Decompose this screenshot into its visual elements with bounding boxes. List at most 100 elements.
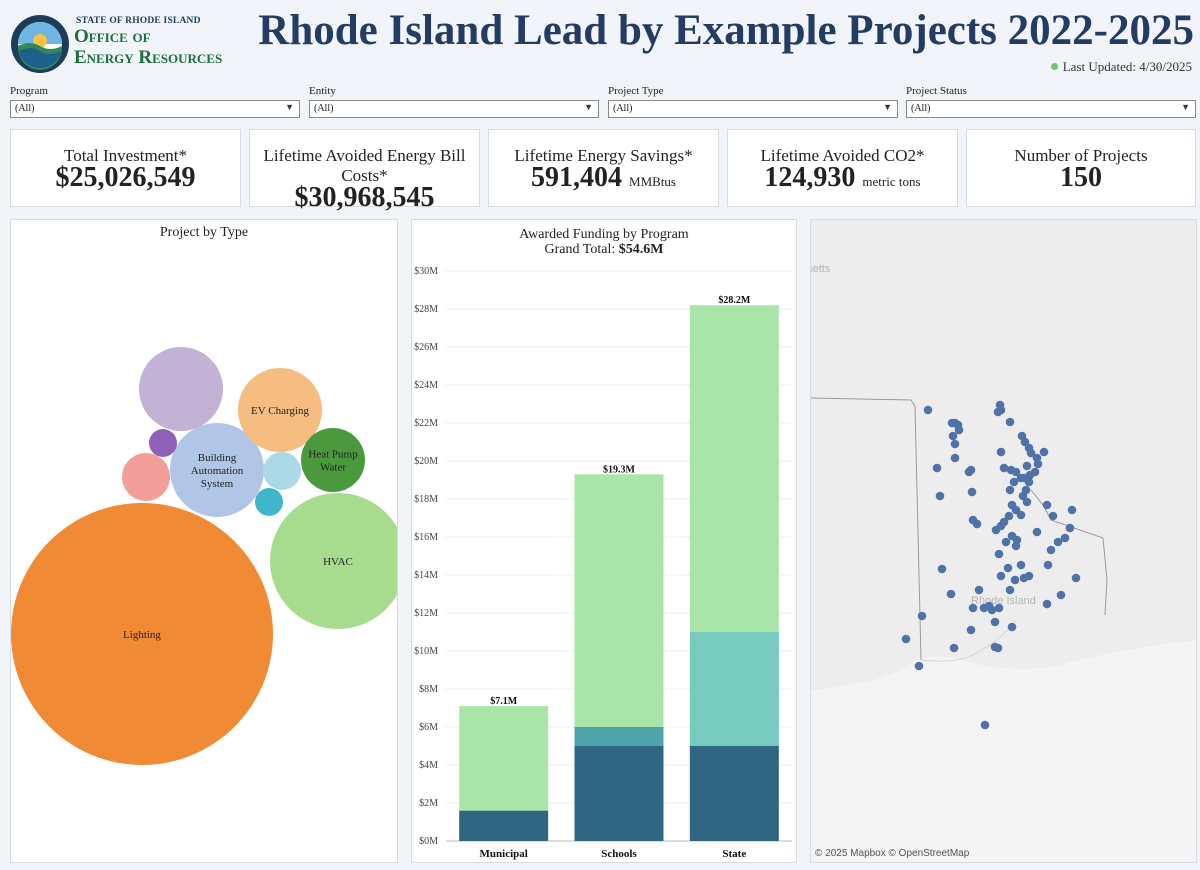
project-marker[interactable] <box>1032 527 1042 537</box>
filter-entity-select[interactable]: (All) ▼ <box>309 100 599 118</box>
project-marker[interactable] <box>994 549 1004 559</box>
project-marker[interactable] <box>1016 510 1026 520</box>
bubble-circle[interactable] <box>238 368 322 452</box>
project-marker[interactable] <box>1071 573 1081 583</box>
bar-segment[interactable] <box>574 746 664 841</box>
project-marker[interactable] <box>967 487 977 497</box>
bubble-circle[interactable] <box>149 429 177 457</box>
project-marker[interactable] <box>948 431 958 441</box>
project-marker[interactable] <box>1004 511 1014 521</box>
project-marker[interactable] <box>987 605 997 615</box>
project-marker[interactable] <box>914 661 924 671</box>
bar-segment[interactable] <box>689 632 779 746</box>
project-marker[interactable] <box>1016 560 1026 570</box>
bubble-circle[interactable] <box>11 503 273 765</box>
project-marker[interactable] <box>917 611 927 621</box>
project-marker[interactable] <box>991 525 1001 535</box>
project-marker[interactable] <box>1048 511 1058 521</box>
bar-segment[interactable] <box>459 706 549 811</box>
project-marker[interactable] <box>968 603 978 613</box>
bubble-circle[interactable] <box>270 493 398 629</box>
project-marker[interactable] <box>935 491 945 501</box>
bubble-unlabeled-9[interactable] <box>255 488 283 516</box>
map-credit[interactable]: © 2025 Mapbox © OpenStreetMap <box>815 848 970 859</box>
bubble-ev-charging[interactable]: EV Charging <box>238 368 322 452</box>
project-marker[interactable] <box>1033 459 1043 469</box>
bar-segment[interactable] <box>459 810 549 841</box>
project-marker[interactable] <box>990 617 1000 627</box>
project-marker[interactable] <box>996 571 1006 581</box>
map-panel[interactable]: usetts Rhode Island © 2025 Mapbox © Open… <box>810 219 1197 863</box>
project-marker[interactable] <box>932 463 942 473</box>
project-marker[interactable] <box>937 564 947 574</box>
project-marker[interactable] <box>996 405 1006 415</box>
filter-project-type-select[interactable]: (All) ▼ <box>608 100 898 118</box>
bar-segment[interactable] <box>689 746 779 841</box>
project-marker[interactable] <box>954 425 964 435</box>
project-marker[interactable] <box>966 625 976 635</box>
project-map[interactable]: usetts Rhode Island <box>811 220 1197 863</box>
project-marker[interactable] <box>1042 599 1052 609</box>
project-marker[interactable] <box>1007 622 1017 632</box>
project-marker[interactable] <box>994 603 1004 613</box>
bubble-circle[interactable] <box>301 428 365 492</box>
project-marker[interactable] <box>1053 537 1063 547</box>
project-marker[interactable] <box>974 585 984 595</box>
project-marker[interactable] <box>1060 533 1070 543</box>
project-marker[interactable] <box>980 720 990 730</box>
bubble-circle[interactable] <box>263 452 301 490</box>
project-marker[interactable] <box>964 467 974 477</box>
project-marker[interactable] <box>1005 417 1015 427</box>
bubble-unlabeled-8[interactable] <box>263 452 301 490</box>
project-marker[interactable] <box>1026 448 1036 458</box>
project-marker[interactable] <box>1010 575 1020 585</box>
project-marker[interactable] <box>1011 541 1021 551</box>
project-marker[interactable] <box>1039 447 1049 457</box>
bubble-circle[interactable] <box>170 423 264 517</box>
bar-segment[interactable] <box>689 305 779 632</box>
project-marker[interactable] <box>1042 500 1052 510</box>
project-marker[interactable] <box>1006 465 1016 475</box>
bubble-circle[interactable] <box>122 453 170 501</box>
project-marker[interactable] <box>1005 485 1015 495</box>
project-marker[interactable] <box>999 463 1009 473</box>
project-marker[interactable] <box>923 405 933 415</box>
project-marker[interactable] <box>972 519 982 529</box>
project-marker[interactable] <box>1019 573 1029 583</box>
project-marker[interactable] <box>993 643 1003 653</box>
project-marker[interactable] <box>1016 473 1026 483</box>
project-marker[interactable] <box>1022 497 1032 507</box>
project-marker[interactable] <box>1046 545 1056 555</box>
bubble-circle[interactable] <box>255 488 283 516</box>
project-marker[interactable] <box>1022 461 1032 471</box>
project-marker[interactable] <box>1043 560 1053 570</box>
bubble-unlabeled-6[interactable] <box>122 453 170 501</box>
bubble-unlabeled-7[interactable] <box>149 429 177 457</box>
bubble-lighting[interactable]: Lighting <box>11 503 273 765</box>
project-marker[interactable] <box>1067 505 1077 515</box>
filter-program-select[interactable]: (All) ▼ <box>10 100 300 118</box>
project-marker[interactable] <box>901 634 911 644</box>
project-marker[interactable] <box>1024 477 1034 487</box>
bubble-hvac[interactable]: HVAC <box>270 493 398 629</box>
bubble-circle[interactable] <box>139 347 223 431</box>
oer-logo[interactable]: STATE OF RHODE ISLAND Office of Energy R… <box>10 12 260 74</box>
project-marker[interactable] <box>1009 477 1019 487</box>
bar-schools[interactable]: $19.3M Schools <box>574 464 664 860</box>
project-marker[interactable] <box>996 447 1006 457</box>
project-marker[interactable] <box>949 643 959 653</box>
project-marker[interactable] <box>1005 585 1015 595</box>
bar-segment[interactable] <box>574 727 664 746</box>
bubble-unlabeled-5[interactable] <box>139 347 223 431</box>
bar-municipal[interactable]: $7.1M Municipal <box>459 696 549 860</box>
project-marker[interactable] <box>950 453 960 463</box>
project-marker[interactable] <box>1056 590 1066 600</box>
bar-segment[interactable] <box>574 474 664 727</box>
project-marker[interactable] <box>1065 523 1075 533</box>
project-marker[interactable] <box>1001 537 1011 547</box>
bar-state[interactable]: $28.2M State <box>689 295 779 860</box>
project-marker[interactable] <box>950 439 960 449</box>
project-marker[interactable] <box>1003 563 1013 573</box>
